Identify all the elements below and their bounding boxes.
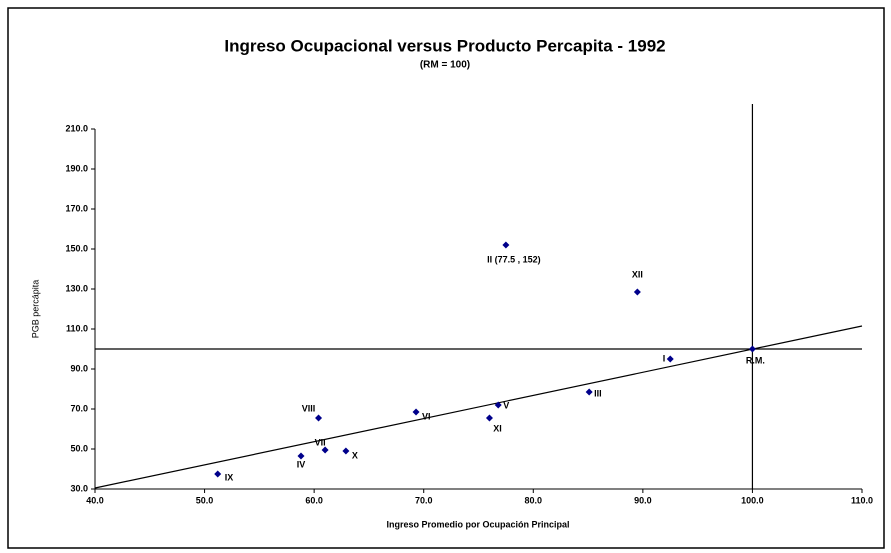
y-tick-label: 90.0 [70,363,88,373]
point [321,446,329,454]
trend-line [94,325,863,489]
point-label: V [503,400,509,410]
chart-title: Ingreso Ocupacional versus Producto Perc… [224,36,665,55]
y-tick-label: 110.0 [66,323,88,333]
point-label: XII [632,269,643,279]
point [342,447,350,455]
y-tick-label: 210.0 [65,123,88,133]
point [214,470,222,478]
point [666,355,674,363]
point-label: XI [493,423,502,433]
point-label: I [663,353,666,363]
x-axis-label: Ingreso Promedio por Ocupación Principal [386,519,569,529]
point-label: III [594,388,602,398]
x-tick-label: 50.0 [196,495,214,505]
y-tick-label: 170.0 [65,203,88,213]
x-tick-label: 100.0 [741,495,764,505]
point [633,288,641,296]
point-label: VI [422,411,431,421]
chart-subtitle: (RM = 100) [420,60,470,71]
point-label: VII [315,437,326,447]
point [502,241,510,249]
point-label: IX [225,472,234,482]
x-tick-label: 90.0 [634,495,652,505]
point [297,452,305,460]
point-label: VIII [302,403,316,413]
y-tick-label: 30.0 [70,483,88,493]
point [485,414,493,422]
point [412,408,420,416]
point-label: X [352,450,358,460]
point [494,401,502,409]
y-tick-label: 130.0 [65,283,88,293]
point [315,414,323,422]
point-label: R.M. [746,355,765,365]
y-tick-label: 50.0 [70,443,88,453]
x-tick-label: 60.0 [305,495,323,505]
x-tick-label: 40.0 [86,495,104,505]
point-label: IV [297,459,306,469]
y-tick-label: 190.0 [65,163,88,173]
x-tick-label: 70.0 [415,495,433,505]
y-tick-label: 70.0 [70,403,88,413]
point [748,345,756,353]
point [585,388,593,396]
x-tick-label: 80.0 [525,495,543,505]
x-tick-label: 110.0 [851,495,873,505]
y-axis-label: PGB percápita [30,280,40,339]
point-label: II (77.5 , 152) [487,254,541,264]
chart-frame [7,7,885,549]
y-tick-label: 150.0 [65,243,88,253]
